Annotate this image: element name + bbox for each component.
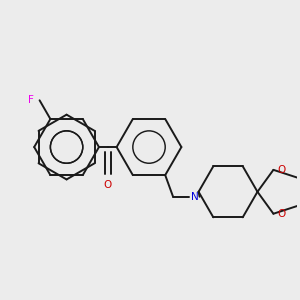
Text: O: O bbox=[277, 165, 286, 175]
Text: O: O bbox=[277, 209, 286, 219]
Text: F: F bbox=[28, 95, 34, 105]
Text: O: O bbox=[104, 180, 112, 190]
Text: N: N bbox=[191, 192, 199, 202]
